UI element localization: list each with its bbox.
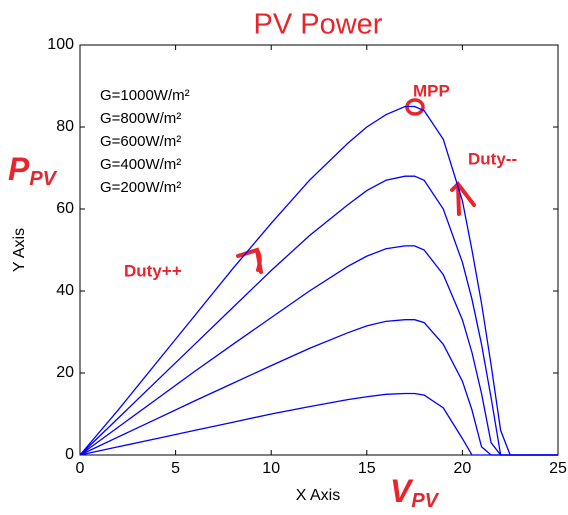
- x-tick-label: 5: [171, 460, 180, 477]
- y-tick-label: 0: [65, 446, 74, 463]
- power-symbol: PPV: [8, 151, 58, 190]
- duty-up-label: Duty++: [124, 261, 182, 280]
- power-sub: PV: [29, 168, 57, 190]
- legend-entry: G=600W/m²: [100, 133, 181, 150]
- legend-entry: G=800W/m²: [100, 110, 181, 127]
- plot-frame: [79, 44, 559, 456]
- x-axis-label: X Axis: [296, 487, 340, 504]
- legend-entry: G=400W/m²: [100, 156, 181, 173]
- series-line: [79, 392, 558, 456]
- duty-down-arrow: [450, 180, 476, 216]
- power-main: P: [8, 151, 30, 187]
- voltage-sub: PV: [411, 490, 439, 512]
- x-tick-label: 0: [76, 460, 85, 477]
- x-tick-label: 25: [549, 460, 567, 477]
- legend-entry: G=1000W/m²: [100, 87, 190, 104]
- y-tick-label: 20: [56, 364, 74, 381]
- y-axis-label: Y Axis: [11, 228, 28, 272]
- x-tick-label: 15: [358, 460, 376, 477]
- chart-title: PV Power: [254, 9, 383, 41]
- x-tick-label: 10: [262, 460, 280, 477]
- legend-entry: G=200W/m²: [100, 179, 181, 196]
- voltage-main: V: [390, 473, 414, 509]
- y-tick-label: 100: [47, 36, 74, 53]
- mpp-label: MPP: [413, 81, 450, 100]
- series-line: [79, 175, 558, 456]
- series-line: [79, 105, 558, 456]
- y-tick-label: 60: [56, 200, 74, 217]
- voltage-symbol: VPV: [390, 473, 440, 512]
- y-tick-label: 40: [56, 282, 74, 299]
- x-tick-label: 20: [454, 460, 472, 477]
- duty-down-label: Duty--: [468, 149, 517, 168]
- y-tick-label: 80: [56, 118, 74, 135]
- series-line: [79, 245, 558, 456]
- duty-up-arrow: [236, 247, 263, 274]
- series-line: [79, 319, 558, 456]
